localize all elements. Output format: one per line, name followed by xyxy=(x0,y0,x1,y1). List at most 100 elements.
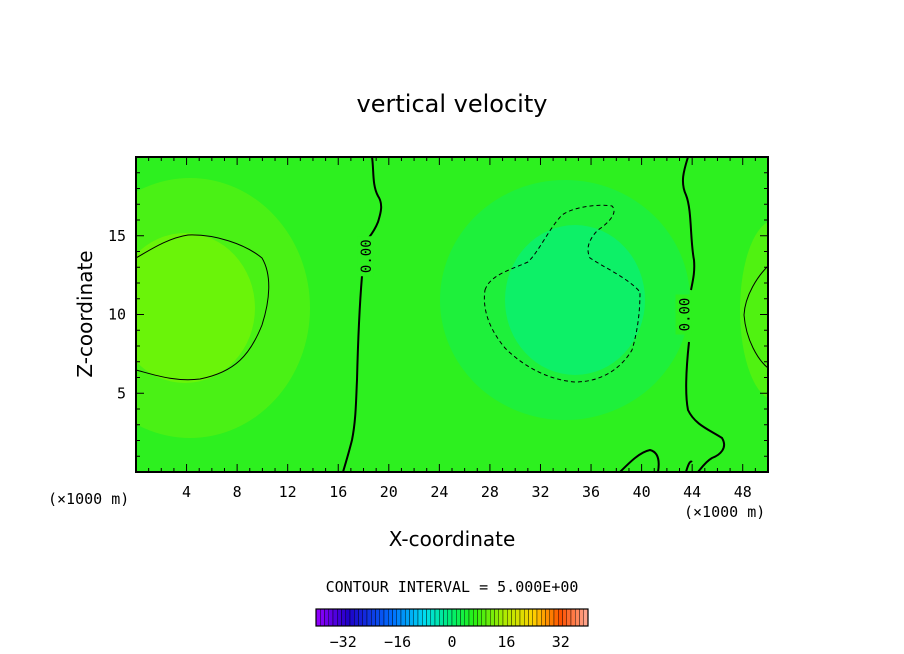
x-tick-label: 24 xyxy=(430,483,448,501)
x-tick-label: 20 xyxy=(380,483,398,501)
colorbar-cell xyxy=(417,608,423,627)
colorbar-cell xyxy=(511,608,516,627)
colorbar-cell xyxy=(566,608,572,627)
colorbar-cell xyxy=(383,608,389,627)
x-tick-label: 44 xyxy=(683,483,701,501)
colorbar-cell xyxy=(524,608,529,627)
colorbar-cell xyxy=(558,608,563,627)
colorbar-cell xyxy=(396,608,402,627)
colorbar-cell xyxy=(528,608,533,627)
colorbar-cell xyxy=(541,608,546,627)
colorbar-cell xyxy=(426,608,431,627)
colorbar-cell xyxy=(413,608,419,627)
x-tick-label: 12 xyxy=(279,483,297,501)
colorbar-cell xyxy=(328,608,334,627)
contour-negative-center xyxy=(483,204,641,383)
colorbar-cell xyxy=(337,608,342,627)
colorbar-cell xyxy=(430,608,436,627)
colorbar-cell xyxy=(375,608,380,627)
x-tick-label: 32 xyxy=(531,483,549,501)
y-tick-label: 5 xyxy=(117,384,126,402)
colorbar-tick-label: 0 xyxy=(447,633,456,651)
colorbar-cell xyxy=(422,608,427,627)
colorbar-cell xyxy=(545,608,550,627)
colorbar-cell xyxy=(464,608,470,627)
colorbar-tick-label: 16 xyxy=(497,633,515,651)
colorbar-cell xyxy=(345,608,351,627)
colorbar-cell xyxy=(349,608,355,627)
contour-positive-left xyxy=(136,234,270,381)
colorbar-cell xyxy=(354,608,359,627)
x-tick-label: 8 xyxy=(233,483,242,501)
x-tick-label: 16 xyxy=(329,483,347,501)
colorbar-cell xyxy=(443,608,448,627)
x-tick-label: 28 xyxy=(481,483,499,501)
x-unit-left: (×1000 m) xyxy=(48,490,129,508)
colorbar-cell xyxy=(502,608,508,627)
colorbar-tick-label: −16 xyxy=(384,633,411,651)
y-axis-label: Z-coordinate xyxy=(73,250,97,377)
colorbar-cell xyxy=(447,608,453,627)
contour-zero-right-branch2 xyxy=(685,460,693,472)
colorbar-cell xyxy=(575,608,580,627)
colorbar-cell xyxy=(583,608,589,627)
colorbar-cell xyxy=(405,608,410,627)
colorbar-cell xyxy=(477,608,482,627)
colorbar-cell xyxy=(439,608,444,627)
colorbar-cell xyxy=(549,608,555,627)
colorbar-cell xyxy=(324,608,329,627)
colorbar-cell xyxy=(315,608,321,627)
colorbar-cell xyxy=(362,608,368,627)
contour-labels: 0.00 0.00 xyxy=(357,236,694,335)
colorbar-tick-label: 32 xyxy=(552,633,570,651)
colorbar-cell xyxy=(473,608,478,627)
colorbar xyxy=(315,608,589,627)
colorbar-cell xyxy=(451,608,457,627)
contour-positive-right xyxy=(743,265,768,369)
x-unit-right: (×1000 m) xyxy=(684,503,765,521)
colorbar-tick-label: −32 xyxy=(330,633,357,651)
contour-label-bg xyxy=(675,294,692,335)
x-tick-label: 48 xyxy=(734,483,752,501)
plot-area: 0.00 0.00 xyxy=(136,157,768,472)
contour-label: 0.00 xyxy=(675,294,694,335)
colorbar-frame xyxy=(315,608,589,627)
colorbar-cell xyxy=(388,608,393,627)
contour-label: 0.00 xyxy=(357,236,375,277)
colorbar-cell xyxy=(434,608,440,627)
contour-zero-right xyxy=(681,157,726,472)
colorbar-cell xyxy=(553,608,559,627)
y-tick-label: 15 xyxy=(108,227,126,245)
colorbar-ticks: −32 −16 0 16 32 xyxy=(330,633,570,651)
colorbar-cell xyxy=(366,608,372,627)
colorbar-cell xyxy=(332,608,338,627)
colorbar-cell xyxy=(481,608,487,627)
colorbar-cell xyxy=(485,608,491,627)
positive-region-right xyxy=(740,221,768,399)
x-tick-label: 36 xyxy=(582,483,600,501)
colorbar-cell xyxy=(371,608,376,627)
colorbar-cell xyxy=(536,608,542,627)
colorbar-cell xyxy=(498,608,504,627)
colorbar-cell xyxy=(392,608,397,627)
colorbar-cell xyxy=(579,608,584,627)
colorbar-cell xyxy=(358,608,363,627)
colorbar-cell xyxy=(379,608,385,627)
colorbar-cell xyxy=(320,608,325,627)
colorbar-cell xyxy=(490,608,495,627)
colorbar-cell xyxy=(409,608,414,627)
y-axis: 5 10 15 xyxy=(108,172,768,457)
x-axis: 4 8 12 16 20 24 28 32 36 40 44 48 xyxy=(148,157,756,501)
colorbar-cell xyxy=(519,608,525,627)
contour-interval-label: CONTOUR INTERVAL = 5.000E+00 xyxy=(326,578,579,596)
contour-label-text: 0.00 xyxy=(678,298,694,332)
chart-title: vertical velocity xyxy=(357,90,548,118)
colorbar-cell xyxy=(494,608,499,627)
colorbar-cell xyxy=(507,608,512,627)
colorbar-cell xyxy=(515,608,521,627)
x-tick-label: 4 xyxy=(182,483,191,501)
positive-region-core xyxy=(136,233,255,383)
colorbar-cell xyxy=(460,608,465,627)
y-tick-label: 10 xyxy=(108,306,126,324)
